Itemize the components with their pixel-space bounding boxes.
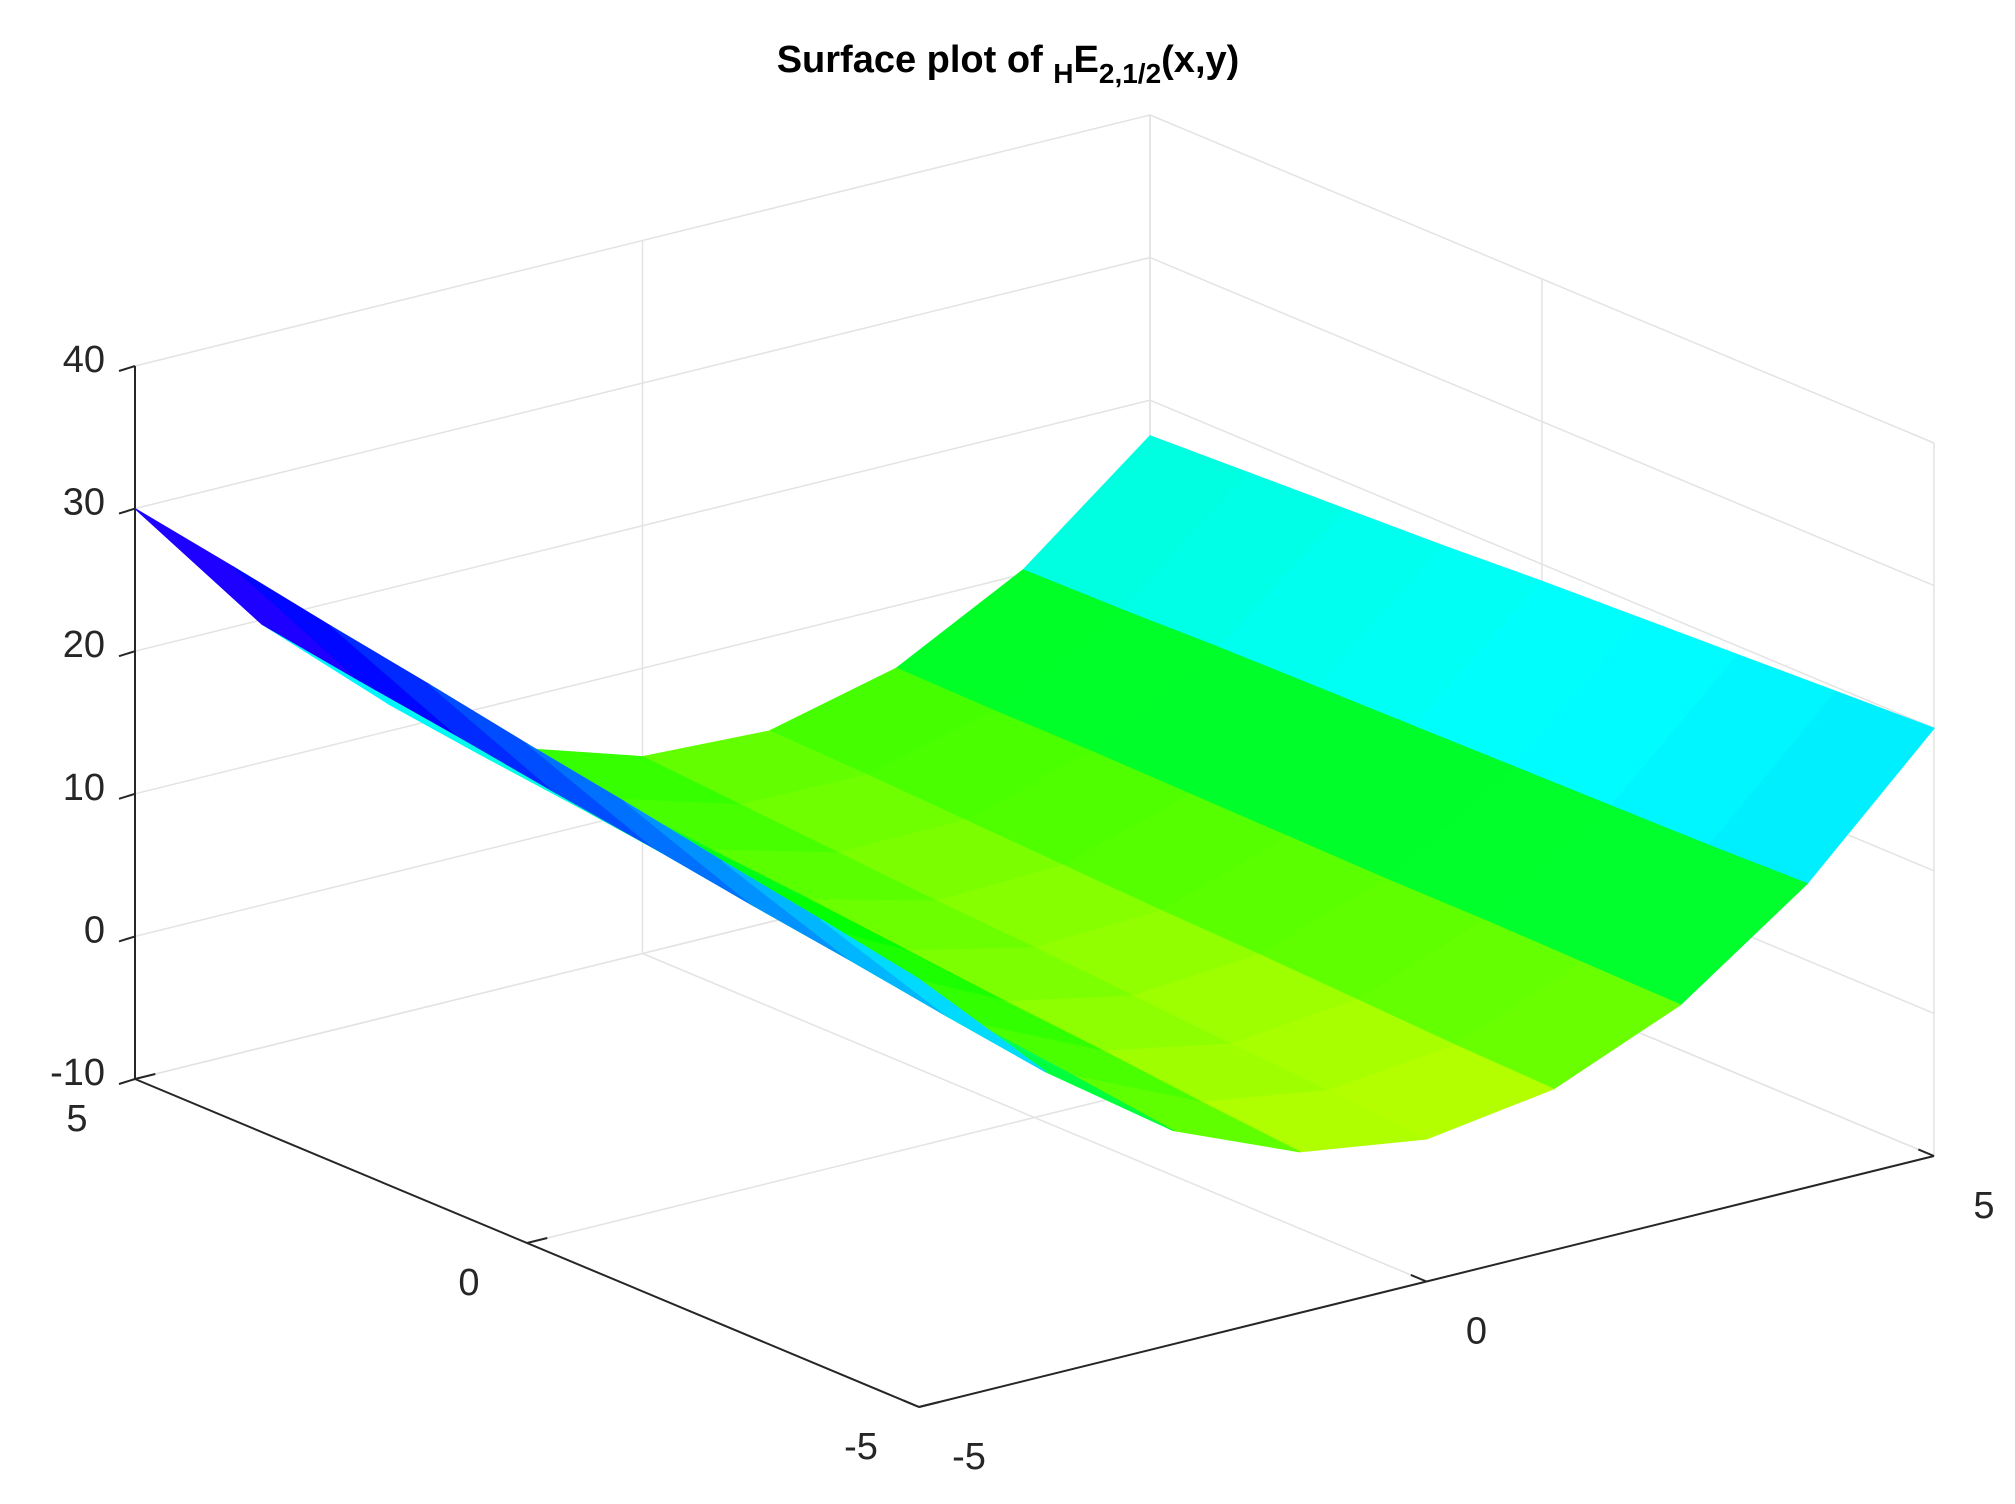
x-tick-label: -5 <box>952 1436 986 1478</box>
surface-patch <box>232 566 459 737</box>
z-tick <box>118 365 136 372</box>
title-main: E <box>1074 39 1099 81</box>
y-tick <box>918 1401 940 1408</box>
z-tick <box>118 935 136 943</box>
y-tick <box>134 1073 156 1080</box>
y-tick-label: 0 <box>458 1262 479 1304</box>
z-tick-label: 20 <box>63 624 105 666</box>
title-presub: H <box>1053 58 1073 89</box>
title-sub: 2,1/2 <box>1099 58 1161 89</box>
surface-patch <box>820 919 1047 1073</box>
z-tick <box>118 650 136 658</box>
title-tail: (x,y) <box>1161 39 1239 81</box>
z-tick-label: -10 <box>50 1052 105 1094</box>
y-tick-label: -5 <box>844 1426 878 1468</box>
y-tick-label: 5 <box>66 1098 87 1140</box>
z-tick <box>118 1078 136 1085</box>
x-tick <box>1917 1148 1935 1157</box>
x-tick <box>1410 1274 1427 1283</box>
x-tick-label: 5 <box>1973 1185 1994 1227</box>
z-tick <box>118 507 136 515</box>
chart-title: Surface plot of HE2,1/2(x,y) <box>777 39 1240 89</box>
x-tick <box>902 1399 920 1408</box>
surface-patch <box>134 508 361 682</box>
y-tick <box>526 1237 548 1244</box>
z-tick <box>118 792 136 800</box>
z-tick-label: 0 <box>84 909 105 951</box>
z-tick-label: 40 <box>63 339 105 381</box>
z-tick-label: 30 <box>63 482 105 524</box>
title-text: Surface plot of <box>777 39 1054 81</box>
x-tick-label: 0 <box>1466 1311 1487 1353</box>
z-tick-label: 10 <box>63 767 105 809</box>
surface-patch <box>330 625 557 794</box>
